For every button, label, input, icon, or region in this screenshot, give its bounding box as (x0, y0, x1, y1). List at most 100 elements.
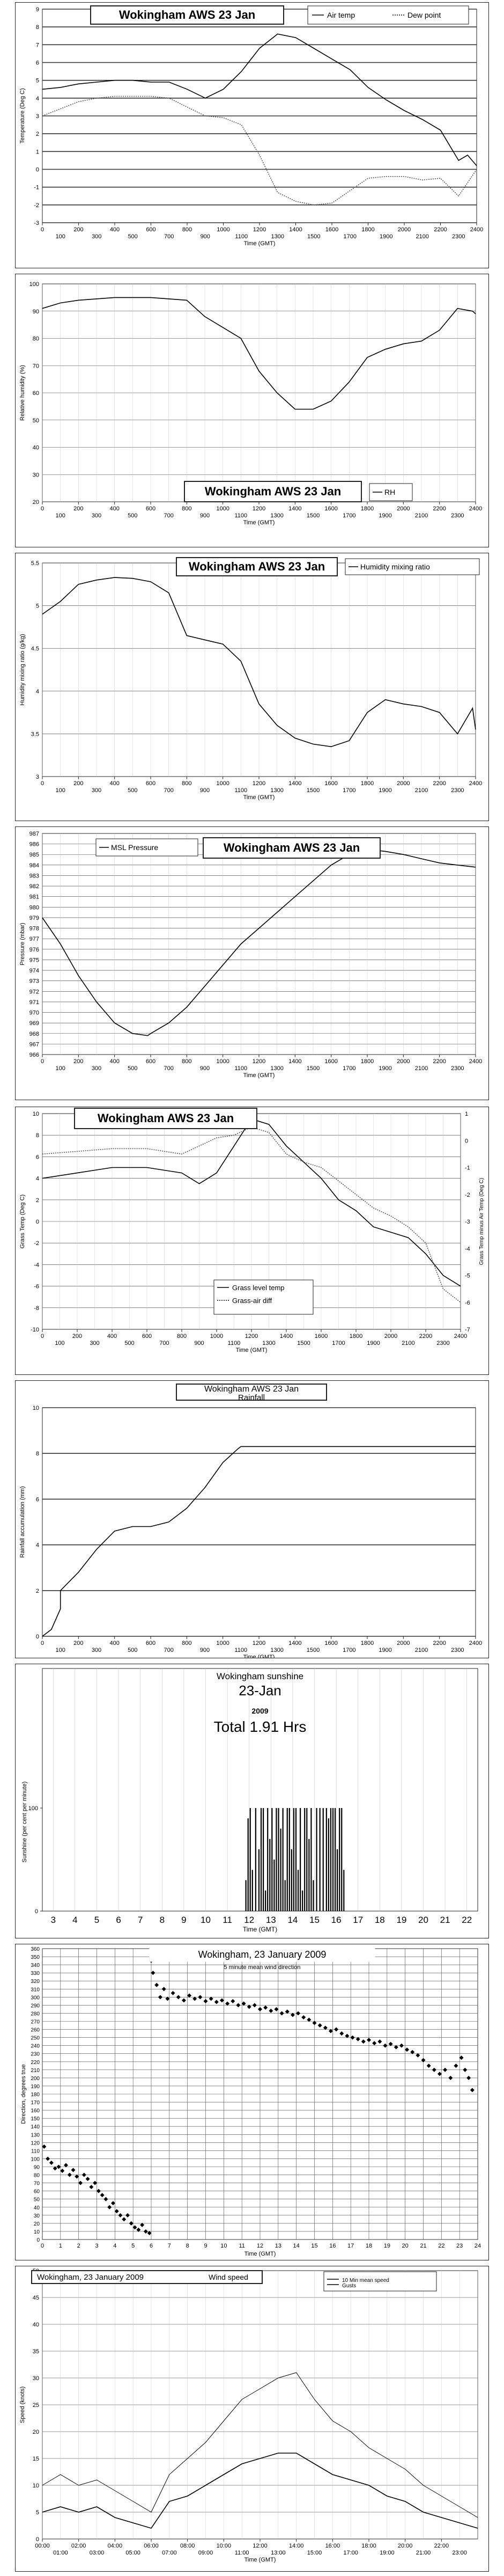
y-tick-label: 50 (33, 418, 39, 424)
wind-direction-point (158, 1995, 162, 2000)
wind-direction-point (63, 2163, 68, 2168)
x-tick-label: 1600 (315, 1333, 328, 1340)
x-tick-label: 1100 (235, 513, 248, 519)
wind-direction-point (279, 2011, 284, 2016)
wind-direction-point (274, 2007, 279, 2011)
y-tick-label: 983 (29, 873, 39, 879)
x-tick-label: 1300 (270, 1065, 283, 1072)
y-tick-label: 320 (31, 1979, 40, 1985)
chart-svg-6: 3 4 5 6 7 8 9 10 11 12 13 14 15 16 17 18 19 20 21 22 0 100 Tim… (21, 1668, 478, 1933)
x-tick-label: 6 (116, 1915, 121, 1925)
x-tick-label: 00:00 (35, 2543, 50, 2549)
x-tick-label: 15:00 (307, 2550, 322, 2556)
x-tick-label: 1000 (210, 1333, 223, 1340)
chart-title-box (149, 1948, 375, 1962)
x-tick-label: 1500 (307, 787, 320, 794)
series-line-0 (42, 1118, 461, 1287)
y-tick-label: 972 (29, 989, 39, 995)
chart-year: 2009 (251, 1707, 268, 1715)
y-tick-label: 340 (31, 1963, 40, 1968)
x-tick-label: 900 (200, 1647, 210, 1653)
x-tick-label: 1100 (228, 1340, 241, 1346)
x-tick-label: 1500 (297, 1340, 310, 1346)
y-tick-label: 987 (29, 831, 39, 837)
y-tick-label: 9 (36, 6, 39, 13)
legend-label: Gusts (342, 2283, 356, 2289)
x-tick-label: 18 (366, 2243, 372, 2249)
x-tick-label: 1800 (361, 226, 374, 233)
x-tick-label: 19 (396, 1915, 406, 1925)
x-tick-label: 07:00 (162, 2550, 177, 2556)
x-tick-label: 15 (309, 1915, 320, 1925)
y-right-tick-label: -4 (465, 1246, 470, 1252)
x-tick-label: 2400 (454, 1333, 467, 1340)
x-tick-label: 13:00 (271, 2550, 286, 2556)
y-tick-label: 20 (34, 2221, 40, 2227)
y-tick-label: 970 (29, 1010, 39, 1016)
y-tick-label: 60 (34, 2189, 40, 2195)
x-tick-label: 2200 (433, 506, 446, 512)
x-tick-label: 400 (109, 1640, 119, 1646)
chart-title-box (74, 1108, 257, 1129)
x-tick-label: 8 (186, 2243, 189, 2249)
y-tick-label: 25 (33, 2402, 39, 2409)
series-line-0 (42, 848, 476, 1036)
y-tick-label: 2 (36, 131, 39, 137)
x-tick-label: 2400 (469, 1640, 482, 1646)
y-tick-label: 350 (31, 1955, 40, 1960)
chart-subtitle: 5 minute mean wind direction (224, 1964, 300, 1971)
wind-direction-point (426, 2063, 431, 2068)
x-tick-label: 1100 (235, 1647, 248, 1653)
y-tick-label: 220 (31, 2060, 40, 2066)
y-tick-label: 4 (36, 1542, 39, 1549)
x-tick-label: 1200 (253, 506, 265, 512)
wind-direction-point (236, 2003, 241, 2008)
legend-label: Grass level temp (232, 1284, 285, 1292)
y-tick-label: -8 (34, 1305, 39, 1312)
x-axis-label: Time (GMT) (243, 1926, 277, 1933)
x-axis-label: Time (GMT) (244, 2251, 276, 2257)
y-axis-label: Pressure (mbar) (19, 923, 26, 965)
x-tick-label: 900 (194, 1340, 204, 1346)
chart-title-box (184, 481, 362, 502)
chart-title: Wokingham, 23 January 2009 (198, 1949, 327, 1960)
plot-area (42, 1407, 476, 1637)
chart-title-box (176, 1384, 327, 1401)
x-tick-label: 1500 (307, 233, 320, 240)
wind-direction-point (241, 2001, 246, 2006)
y-tick-label: 4.5 (31, 646, 39, 652)
y-tick-label: 190 (31, 2084, 40, 2090)
x-tick-label: 19:00 (380, 2550, 395, 2556)
y-tick-label: 250 (31, 2036, 40, 2041)
y-tick-label: 6 (36, 60, 39, 67)
y-tick-label: 4 (36, 689, 39, 695)
chart-svg-2: 3 3.5 4 4.5 5 5.5 0 200 400 600 800 1000 1200 1400 160… (19, 557, 482, 801)
x-tick-label: 2000 (398, 226, 411, 233)
series-line-1 (42, 1126, 461, 1303)
x-tick-label: 12 (244, 1915, 254, 1925)
wind-direction-point (350, 2035, 355, 2040)
y-tick-label: 90 (33, 309, 39, 315)
wind-direction-point (377, 2039, 382, 2044)
y-tick-label: 982 (29, 883, 39, 890)
wind-direction-point (231, 1999, 235, 2003)
x-tick-label: 1300 (271, 233, 284, 240)
x-tick-label: 2300 (451, 787, 464, 794)
x-tick-label: 10:00 (217, 2543, 232, 2549)
x-tick-label: 100 (56, 233, 65, 240)
wind-direction-point (198, 1995, 203, 2000)
x-tick-label: 1900 (380, 233, 392, 240)
wind-direction-point (42, 2144, 47, 2149)
x-tick-label: 11 (239, 2243, 244, 2249)
x-tick-label: 1 (59, 2243, 62, 2249)
chart-title-box (31, 2270, 263, 2284)
y-tick-label: -2 (34, 1240, 39, 1247)
x-tick-label: 800 (182, 780, 191, 787)
grass-temp-chart-panel: -10 -8 -6 -4 -2 0 2 4 6 8 10 -7 -6 -5 -4 -3 -2 -1 0 1 Grass … (15, 1107, 489, 1375)
rainfall-chart-panel: 0 2 4 6 8 10 0 200 400 600 800 1000 1200 1400 1600 1800… (15, 1380, 489, 1658)
y-tick-label: 966 (29, 1052, 39, 1058)
y-tick-label: 290 (31, 2003, 40, 2009)
wind-direction-point (388, 2041, 393, 2046)
wind-direction-point (394, 2045, 398, 2050)
wind-direction-point (81, 2172, 86, 2177)
